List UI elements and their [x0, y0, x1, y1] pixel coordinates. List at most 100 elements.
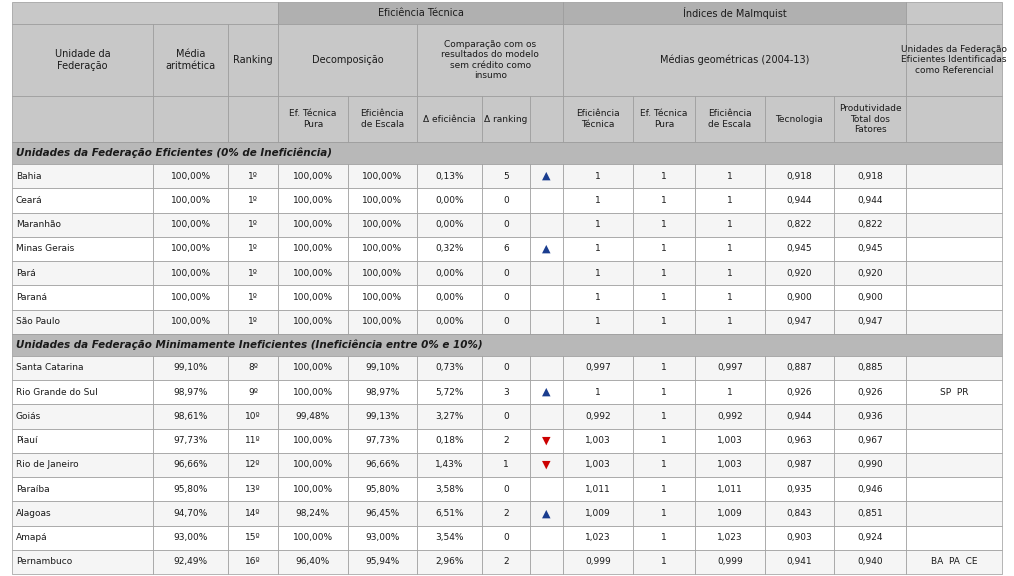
Bar — [633, 477, 696, 501]
Text: 1: 1 — [661, 509, 667, 518]
Bar — [228, 285, 278, 309]
Text: SP  PR: SP PR — [940, 388, 968, 397]
Bar — [564, 261, 633, 285]
Bar — [417, 285, 482, 309]
Text: 2,96%: 2,96% — [435, 558, 463, 566]
Text: 100,00%: 100,00% — [170, 317, 211, 326]
Text: 100,00%: 100,00% — [362, 196, 403, 205]
Text: 0,997: 0,997 — [585, 363, 611, 372]
Text: 0,887: 0,887 — [787, 363, 812, 372]
Text: 99,10%: 99,10% — [365, 363, 400, 372]
Bar — [835, 501, 907, 525]
Text: 1º: 1º — [248, 196, 258, 205]
Text: 93,00%: 93,00% — [173, 533, 208, 542]
Text: Δ ranking: Δ ranking — [484, 115, 527, 123]
Text: Rio Grande do Sul: Rio Grande do Sul — [16, 388, 97, 397]
Bar — [564, 24, 907, 96]
Bar — [765, 501, 835, 525]
Text: 2: 2 — [503, 558, 509, 566]
Text: 0,13%: 0,13% — [435, 172, 463, 181]
Bar — [482, 404, 529, 429]
Bar — [348, 453, 417, 477]
Text: Unidade da
Federação: Unidade da Federação — [55, 49, 111, 71]
Bar — [417, 356, 482, 380]
Text: 16º: 16º — [245, 558, 261, 566]
Bar — [482, 453, 529, 477]
Text: Goiás: Goiás — [16, 412, 42, 421]
Bar — [835, 213, 907, 237]
Bar — [12, 334, 1002, 356]
Bar — [417, 380, 482, 404]
Text: 1: 1 — [595, 196, 601, 205]
Bar — [835, 188, 907, 213]
Bar — [529, 525, 564, 550]
Bar — [564, 237, 633, 261]
Text: 1: 1 — [661, 293, 667, 302]
Text: 1,003: 1,003 — [717, 436, 743, 445]
Bar — [153, 237, 228, 261]
Bar — [907, 188, 1002, 213]
Bar — [564, 404, 633, 429]
Text: 0,987: 0,987 — [787, 460, 812, 469]
Text: 1: 1 — [727, 388, 733, 397]
Bar — [278, 380, 348, 404]
Text: 100,00%: 100,00% — [170, 293, 211, 302]
Text: 100,00%: 100,00% — [170, 172, 211, 181]
Bar — [348, 285, 417, 309]
Bar — [529, 164, 564, 188]
Bar — [482, 237, 529, 261]
Bar — [633, 525, 696, 550]
Bar — [348, 429, 417, 453]
Bar — [482, 356, 529, 380]
Text: 100,00%: 100,00% — [170, 196, 211, 205]
Text: 1: 1 — [661, 220, 667, 229]
Text: Índices de Malmquist: Índices de Malmquist — [682, 7, 787, 19]
Text: 1,003: 1,003 — [585, 460, 611, 469]
Bar — [417, 261, 482, 285]
Bar — [564, 2, 907, 24]
Text: 1: 1 — [727, 196, 733, 205]
Text: 5,72%: 5,72% — [435, 388, 463, 397]
Bar — [228, 380, 278, 404]
Text: 100,00%: 100,00% — [362, 293, 403, 302]
Bar — [564, 188, 633, 213]
Text: 0,926: 0,926 — [858, 388, 883, 397]
Text: Ceará: Ceará — [16, 196, 43, 205]
Bar — [417, 309, 482, 334]
Bar — [696, 188, 765, 213]
Bar — [228, 237, 278, 261]
Bar — [278, 24, 417, 96]
Text: 1: 1 — [595, 317, 601, 326]
Bar — [417, 164, 482, 188]
Text: 0,999: 0,999 — [717, 558, 743, 566]
Bar — [12, 237, 153, 261]
Text: 2: 2 — [503, 436, 509, 445]
Text: 96,45%: 96,45% — [365, 509, 400, 518]
Bar — [348, 237, 417, 261]
Bar — [348, 261, 417, 285]
Bar — [907, 309, 1002, 334]
Text: 100,00%: 100,00% — [362, 244, 403, 253]
Bar — [633, 380, 696, 404]
Text: 98,97%: 98,97% — [173, 388, 208, 397]
Text: 3: 3 — [503, 388, 509, 397]
Text: 100,00%: 100,00% — [293, 244, 333, 253]
Text: 1: 1 — [727, 244, 733, 253]
Bar — [835, 380, 907, 404]
Text: 0,00%: 0,00% — [435, 268, 463, 278]
Bar — [696, 429, 765, 453]
Text: 1: 1 — [661, 558, 667, 566]
Text: 100,00%: 100,00% — [293, 220, 333, 229]
Bar — [696, 550, 765, 574]
Text: Paraíba: Paraíba — [16, 484, 50, 494]
Bar — [529, 188, 564, 213]
Text: 0: 0 — [503, 412, 509, 421]
Bar — [482, 96, 529, 142]
Bar — [482, 501, 529, 525]
Bar — [278, 188, 348, 213]
Bar — [633, 96, 696, 142]
Bar — [633, 429, 696, 453]
Text: 93,00%: 93,00% — [365, 533, 400, 542]
Text: Decomposição: Decomposição — [311, 55, 383, 65]
Bar — [835, 356, 907, 380]
